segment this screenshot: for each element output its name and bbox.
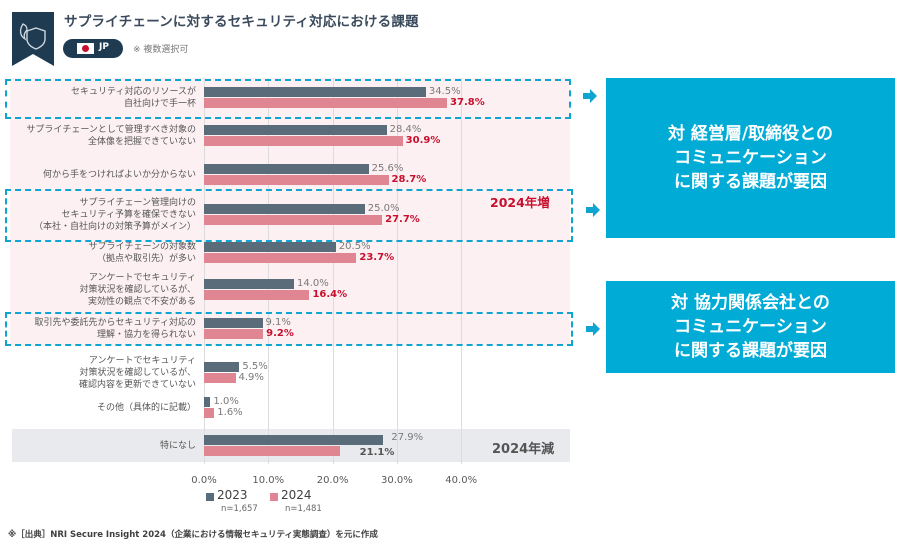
flame-shield-icon [12,12,54,66]
x-tick-label: 20.0% [316,475,349,486]
multi-select-note: ※ 複数選択可 [133,45,189,55]
value-label-2023: 34.5% [428,86,461,97]
highlight-box-partners [5,312,573,346]
bar-2023 [204,164,369,174]
category-label: サプライチェーン管理向けの セキュリティ予算を確保できない （本社・自社向けの対策予… [33,198,196,232]
value-label-2023: 5.5% [242,361,268,372]
page-title: サプライチェーンに対するセキュリティ対応における課題 [64,14,419,30]
bar-2024 [204,290,310,300]
value-label-2024: 27.7% [385,214,420,225]
value-label-2024: 37.8% [450,97,485,108]
category-label: 何から手をつければよいか分からない [42,170,196,180]
bar-2023 [204,242,336,252]
source-footnote: ※［出典］NRI Secure Insight 2024（企業における情報セキュ… [8,530,378,540]
category-label: サプライチェーンの対象数 （拠点や取引先）が多い [88,242,196,264]
bar-2024 [204,253,357,263]
value-label-2024: 23.7% [359,252,395,263]
callout-line: に関する課題が要因 [674,172,827,192]
value-label-2024: 30.9% [405,135,441,146]
legend-n-2023: n=1,657 [221,504,258,514]
value-label-2023: 9.1% [265,317,291,328]
value-label-2023: 25.6% [371,163,404,174]
category-label: その他（具体的に記載） [96,403,196,413]
category-label: 特になし [159,441,196,451]
bar-2023 [204,204,365,214]
highlight-box-resources [5,79,571,119]
highlight-box-budget [5,189,573,242]
bar-2023 [204,318,263,328]
legend-n-2024: n=1,481 [285,504,322,514]
region-badge: JP [63,39,123,58]
value-label-2023: 27.9% [391,432,424,443]
value-label-2023: 20.5% [338,241,371,252]
value-label-2024: 9.2% [266,328,294,339]
value-label-2023: 25.0% [367,203,400,214]
category-label: 取引先や委託先からセキュリティ対応の 理解・協力を得られない [34,318,196,340]
gridline [268,78,270,464]
bar-2023 [204,87,426,97]
callout-line: 対 経営層/取締役との [668,124,833,144]
callout-executives: 対 経営層/取締役との コミュニケーション に関する課題が要因 [606,78,895,238]
none-row-band [12,429,570,462]
category-label: アンケートでセキュリティ 対策状況を確認しているが、 実効性の観点で不安がある [79,273,196,307]
bar-2024 [204,136,403,146]
value-label-2024: 21.1% [359,447,395,458]
gridline [332,78,334,464]
legend-label-2023: 2023 [217,488,248,502]
increase-tag: 2024年増 [490,195,550,210]
x-tick-label: 0.0% [191,475,217,486]
legend-swatch-2024 [270,493,278,501]
bar-2024 [204,98,448,108]
arrow-right-icon [586,203,600,217]
region-label: JP [99,42,109,52]
category-label: アンケートでセキュリティ 対策状況を確認しているが、 確認内容を更新できていない [78,356,196,390]
x-tick-label: 10.0% [252,475,285,486]
callout-line: コミュニケーション [674,317,827,337]
category-label: サプライチェーンとして管理すべき対象の 全体像を把握できていない [26,125,196,147]
value-label-2023: 14.0% [297,278,329,289]
callout-line: に関する課題が要因 [674,341,827,361]
gridline [461,78,463,464]
legend-swatch-2023 [206,493,214,501]
bar-2023 [204,397,211,407]
bar-2023 [204,435,384,445]
bar-2024 [204,446,340,456]
category-label: セキュリティ対応のリソースが 自社向けで手一杯 [70,87,196,109]
gridline [204,78,205,464]
decrease-tag: 2024年減 [492,442,555,457]
value-label-2024: 28.7% [391,174,427,185]
bar-2023 [204,362,240,372]
x-tick-label: 40.0% [445,475,478,486]
bar-2024 [204,175,389,185]
bar-2023 [204,125,387,135]
arrow-right-icon [586,322,600,336]
bar-2024 [204,329,264,339]
gridline [396,78,398,464]
callout-line: 対 協力関係会社との [671,293,830,313]
x-tick-label: 30.0% [381,475,413,486]
japan-flag-icon [77,43,94,54]
callout-line: コミュニケーション [674,148,827,168]
bar-2024 [204,408,215,418]
bar-2023 [204,279,295,289]
value-label-2023: 28.4% [389,124,422,135]
callout-partners: 対 協力関係会社との コミュニケーション に関する課題が要因 [606,281,895,373]
value-label-2023: 1.0% [213,396,239,407]
value-label-2024: 4.9% [238,372,264,383]
bar-2024 [204,215,383,225]
value-label-2024: 1.6% [217,407,243,418]
legend-label-2024: 2024 [281,488,312,502]
value-label-2024: 16.4% [312,289,348,300]
arrow-right-icon [583,89,597,103]
bar-2024 [204,373,236,383]
